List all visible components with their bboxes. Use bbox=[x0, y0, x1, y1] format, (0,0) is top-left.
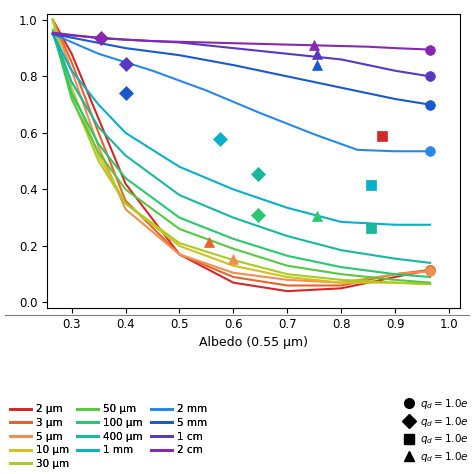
Legend: 2 μm, 3 μm, 5 μm, 10 μm, 30 μm, 50 μm, 100 μm, 400 μm, 1 mm, 2 mm, 5 mm, 1 cm, 2: 2 μm, 3 μm, 5 μm, 10 μm, 30 μm, 50 μm, 1… bbox=[10, 404, 208, 469]
X-axis label: Albedo (0.55 μm): Albedo (0.55 μm) bbox=[199, 337, 308, 349]
Legend: $q_d = 1.0e$, $q_d = 1.0e$, $q_d = 1.0e$, $q_d = 1.0e$: $q_d = 1.0e$, $q_d = 1.0e$, $q_d = 1.0e$… bbox=[402, 397, 469, 464]
